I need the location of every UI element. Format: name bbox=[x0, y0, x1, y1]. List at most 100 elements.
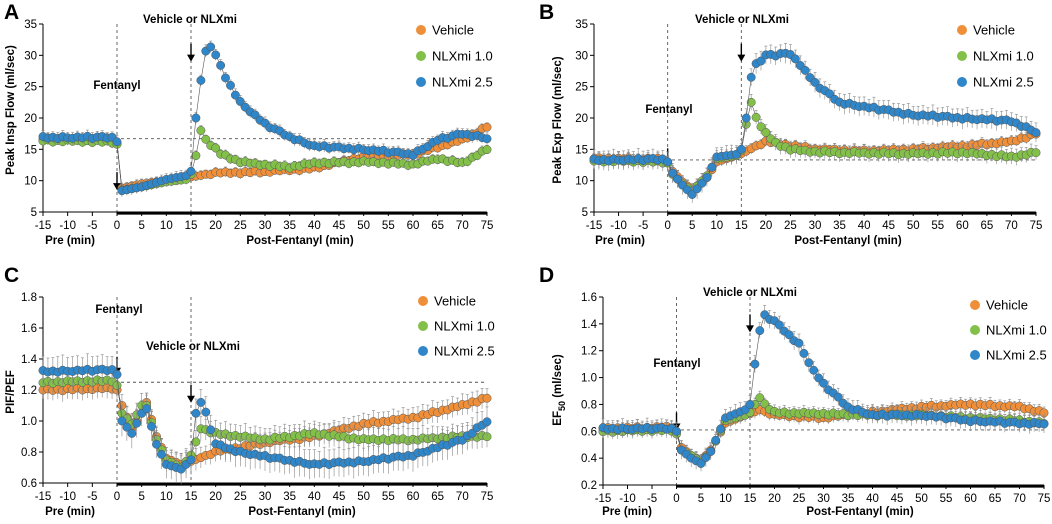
data-point bbox=[122, 422, 132, 432]
x-tick-label: 70 bbox=[456, 220, 469, 232]
x-tick-label: 0 bbox=[114, 220, 120, 232]
panel-letter-d: D bbox=[539, 264, 554, 287]
data-point bbox=[833, 392, 843, 402]
y-tick-label: 1.2 bbox=[21, 385, 37, 397]
x-tick-label: -10 bbox=[59, 220, 76, 232]
x-tick-label: -15 bbox=[595, 493, 612, 505]
panel-a: 5 10 15 20 25 30 35 -15 -10 -5 0 5 10 15 20 25 30 35 40 45 5… bbox=[4, 1, 493, 247]
data-point bbox=[191, 437, 201, 447]
panel-letter-b: B bbox=[539, 1, 554, 24]
data-point bbox=[697, 178, 707, 188]
x-tick-label: 5 bbox=[138, 220, 144, 232]
axes: 5 10 15 20 25 30 35 -15 -10 -5 0 5 10 15 20 25 30 35 40 45 5… bbox=[575, 19, 1042, 232]
data-point bbox=[663, 157, 673, 167]
x-tick-label: 40 bbox=[866, 493, 879, 505]
x-tick-label: 0 bbox=[114, 491, 120, 503]
data-point bbox=[809, 365, 819, 375]
x-tick-label: 75 bbox=[481, 491, 494, 503]
data-point bbox=[706, 446, 716, 456]
legend-marker-vehicle bbox=[957, 25, 967, 35]
data-point bbox=[201, 134, 211, 144]
data-point bbox=[196, 397, 206, 407]
data-point bbox=[196, 126, 206, 135]
y-tick-label: 35 bbox=[575, 19, 588, 31]
x-tick-label: 75 bbox=[1038, 493, 1051, 505]
data-point bbox=[672, 426, 681, 436]
y-tick-label: 0.6 bbox=[21, 478, 37, 490]
x-axis-title-post: Post-Fentanyl (min) bbox=[794, 235, 902, 247]
x-tick-label: 35 bbox=[283, 220, 296, 232]
legend-label-vehicle: Vehicle bbox=[432, 23, 474, 38]
y-tick-label: 1.0 bbox=[21, 416, 37, 428]
legend-marker-nlxmi-2-5 bbox=[418, 346, 428, 356]
x-tick-label: 35 bbox=[283, 491, 296, 503]
data-point bbox=[696, 459, 706, 468]
legend-marker-nlxmi-1 bbox=[957, 51, 967, 61]
data-point bbox=[152, 439, 161, 449]
legend-label-nlxmi-2-5: NLXmi 2.5 bbox=[432, 75, 493, 90]
annotation-arrowhead bbox=[746, 325, 754, 333]
data-point bbox=[746, 72, 756, 82]
data-point bbox=[794, 338, 804, 348]
x-tick-label: 65 bbox=[431, 491, 444, 503]
y-tick-label: 1.2 bbox=[581, 346, 597, 358]
y-tick-label: 10 bbox=[24, 176, 37, 188]
x-tick-label: 10 bbox=[160, 220, 173, 232]
data-point bbox=[701, 453, 711, 462]
x-tick-label: -10 bbox=[619, 493, 636, 505]
data-point bbox=[756, 56, 766, 66]
annotation-arrowhead bbox=[737, 54, 746, 62]
data-point bbox=[819, 378, 828, 388]
x-axis-title-pre: Pre (min) bbox=[45, 235, 95, 247]
data-point bbox=[1031, 128, 1041, 138]
x-tick-label: 35 bbox=[833, 220, 846, 232]
x-tick-label: 55 bbox=[940, 493, 953, 505]
x-tick-label: 5 bbox=[698, 493, 704, 505]
x-tick-label: 40 bbox=[308, 491, 321, 503]
data-point bbox=[206, 425, 216, 435]
y-axis-title-main: EF bbox=[552, 411, 564, 426]
x-tick-label: 20 bbox=[209, 220, 222, 232]
legend-marker-vehicle bbox=[970, 300, 980, 310]
data-point bbox=[790, 54, 800, 64]
series-group bbox=[38, 40, 492, 197]
legend-label-nlxmi-1: NLXmi 1.0 bbox=[434, 319, 495, 334]
data-point bbox=[112, 370, 122, 379]
data-point bbox=[211, 50, 221, 60]
legend-marker-vehicle bbox=[416, 25, 426, 35]
x-tick-label: -5 bbox=[87, 491, 97, 503]
legend-marker-nlxmi-1 bbox=[416, 51, 426, 61]
data-point bbox=[191, 151, 201, 161]
x-tick-label: 20 bbox=[209, 491, 222, 503]
legend-label-nlxmi-1: NLXmi 1.0 bbox=[973, 49, 1034, 64]
data-point bbox=[482, 134, 492, 144]
annotation-vehicle-or-nlxmi: Vehicle or NLXmi bbox=[146, 341, 240, 353]
legend: Vehicle NLXmi 1.0 NLXmi 2.5 bbox=[418, 294, 495, 359]
x-tick-label: 10 bbox=[719, 493, 732, 505]
data-point bbox=[191, 408, 201, 418]
y-tick-label: 1.6 bbox=[581, 292, 597, 304]
legend-marker-nlxmi-2-5 bbox=[957, 77, 967, 87]
data-point bbox=[774, 320, 784, 330]
x-tick-label: 70 bbox=[1005, 220, 1018, 232]
x-tick-label: 5 bbox=[689, 220, 695, 232]
legend-marker-nlxmi-1 bbox=[418, 321, 428, 331]
x-tick-label: 20 bbox=[759, 220, 772, 232]
legend-marker-nlxmi-1 bbox=[970, 325, 980, 335]
x-tick-label: 45 bbox=[333, 220, 346, 232]
y-tick-label: 0.6 bbox=[581, 426, 597, 438]
y-axis-title: PIF/PEF bbox=[5, 370, 17, 413]
panel-letter-a: A bbox=[4, 1, 19, 24]
y-tick-label: 0.2 bbox=[581, 480, 597, 492]
legend-label-vehicle: Vehicle bbox=[986, 298, 1028, 313]
x-tick-label: 10 bbox=[160, 491, 173, 503]
data-point bbox=[127, 428, 137, 438]
x-tick-label: 50 bbox=[907, 220, 920, 232]
data-point bbox=[804, 358, 814, 368]
x-tick-label: 50 bbox=[915, 493, 928, 505]
data-point bbox=[784, 330, 794, 340]
data-point bbox=[216, 60, 226, 70]
annotation-fentanyl: Fentanyl bbox=[653, 358, 700, 370]
x-tick-label: 70 bbox=[1013, 493, 1026, 505]
x-tick-label: 65 bbox=[980, 220, 993, 232]
